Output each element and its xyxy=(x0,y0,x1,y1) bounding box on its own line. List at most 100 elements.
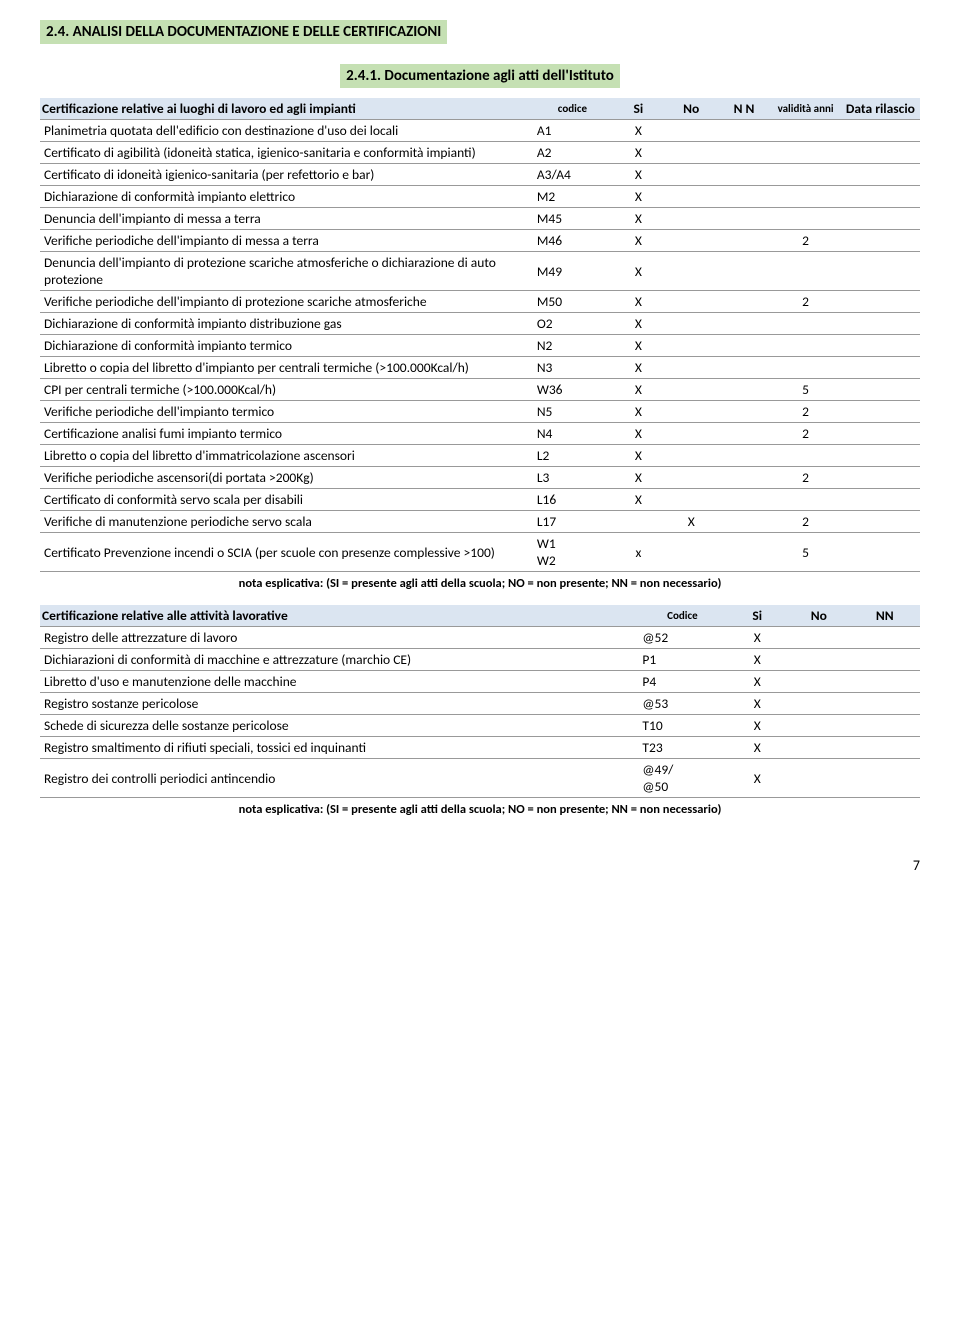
cell-code: @49/@50 xyxy=(638,759,726,798)
cell-si: X xyxy=(612,120,665,142)
cell-desc: Libretto o copia del libretto d'immatric… xyxy=(40,445,533,467)
cell-data xyxy=(841,445,920,467)
cell-data xyxy=(841,120,920,142)
col-si: Si xyxy=(612,98,665,120)
cell-no xyxy=(665,357,718,379)
cell-code: A3/A4 xyxy=(533,164,612,186)
cell-no xyxy=(665,230,718,252)
table-row: Libretto o copia del libretto d'immatric… xyxy=(40,445,920,467)
cell-si: X xyxy=(612,252,665,291)
cell-data xyxy=(841,379,920,401)
cell-no xyxy=(665,252,718,291)
cell-code: L17 xyxy=(533,511,612,533)
cell-code: M2 xyxy=(533,186,612,208)
cell-nn xyxy=(718,252,771,291)
cell-data xyxy=(841,467,920,489)
cell-code: N4 xyxy=(533,423,612,445)
cell-nn xyxy=(850,671,920,693)
cell-no xyxy=(665,313,718,335)
cell-nn xyxy=(850,715,920,737)
cell-nn xyxy=(718,164,771,186)
cell-nn xyxy=(718,489,771,511)
cell-si: X xyxy=(612,401,665,423)
cell-data xyxy=(841,291,920,313)
cell-desc: Certificato di idoneità igienico-sanitar… xyxy=(40,164,533,186)
cell-desc: CPI per centrali termiche (>100.000Kcal/… xyxy=(40,379,533,401)
table1-header: Certificazione relative ai luoghi di lav… xyxy=(40,98,920,120)
cell-no: X xyxy=(665,511,718,533)
cell-val: 2 xyxy=(770,291,840,313)
cell-data xyxy=(841,142,920,164)
cell-data xyxy=(841,489,920,511)
cell-desc: Denuncia dell'impianto di protezione sca… xyxy=(40,252,533,291)
table-row: Registro smaltimento di rifiuti speciali… xyxy=(40,737,920,759)
cell-code: W36 xyxy=(533,379,612,401)
cell-desc: Libretto d'uso e manutenzione delle macc… xyxy=(40,671,638,693)
cell-code: M49 xyxy=(533,252,612,291)
cell-val xyxy=(770,313,840,335)
cell-si: X xyxy=(726,715,788,737)
cell-si: X xyxy=(612,142,665,164)
cell-no xyxy=(788,737,850,759)
cell-desc: Certificato di agibilità (idoneità stati… xyxy=(40,142,533,164)
table-row: CPI per centrali termiche (>100.000Kcal/… xyxy=(40,379,920,401)
cell-code: W1W2 xyxy=(533,533,612,572)
cell-si: X xyxy=(726,671,788,693)
cell-si: X xyxy=(726,627,788,649)
col-code2: Codice xyxy=(638,605,726,627)
section-title: 2.4. ANALISI DELLA DOCUMENTAZIONE E DELL… xyxy=(40,20,447,44)
certifications-table-2: Certificazione relative alle attività la… xyxy=(40,605,920,798)
cell-nn xyxy=(850,737,920,759)
certifications-table-1: Certificazione relative ai luoghi di lav… xyxy=(40,98,920,572)
cell-data xyxy=(841,511,920,533)
cell-nn xyxy=(850,649,920,671)
cell-no xyxy=(788,759,850,798)
cell-desc: Verifiche periodiche dell'impianto di pr… xyxy=(40,291,533,313)
cell-data xyxy=(841,252,920,291)
table-row: Libretto d'uso e manutenzione delle macc… xyxy=(40,671,920,693)
cell-nn xyxy=(718,445,771,467)
cell-no xyxy=(788,693,850,715)
table-row: Denuncia dell'impianto di protezione sca… xyxy=(40,252,920,291)
table-row: Certificazione analisi fumi impianto ter… xyxy=(40,423,920,445)
table-row: Certificato di conformità servo scala pe… xyxy=(40,489,920,511)
cell-code: M46 xyxy=(533,230,612,252)
cell-code: @53 xyxy=(638,693,726,715)
cell-desc: Registro dei controlli periodici antince… xyxy=(40,759,638,798)
cell-val xyxy=(770,142,840,164)
cell-val: 2 xyxy=(770,230,840,252)
cell-code: A2 xyxy=(533,142,612,164)
cell-val xyxy=(770,120,840,142)
cell-nn xyxy=(718,467,771,489)
cell-nn xyxy=(850,759,920,798)
cell-nn xyxy=(718,335,771,357)
cell-val: 2 xyxy=(770,511,840,533)
cell-si: X xyxy=(726,737,788,759)
cell-nn xyxy=(718,186,771,208)
cell-no xyxy=(665,164,718,186)
table-row: Verifiche periodiche dell'impianto di pr… xyxy=(40,291,920,313)
col-nn2: NN xyxy=(850,605,920,627)
cell-desc: Verifiche periodiche dell'impianto di me… xyxy=(40,230,533,252)
cell-desc: Planimetria quotata dell'edificio con de… xyxy=(40,120,533,142)
table-row: Certificato di agibilità (idoneità stati… xyxy=(40,142,920,164)
cell-val xyxy=(770,489,840,511)
cell-nn xyxy=(718,142,771,164)
cell-no xyxy=(665,208,718,230)
cell-si: x xyxy=(612,533,665,572)
cell-nn xyxy=(850,693,920,715)
cell-no xyxy=(665,533,718,572)
cell-code: M50 xyxy=(533,291,612,313)
cell-si: X xyxy=(612,379,665,401)
cell-desc: Registro delle attrezzature di lavoro xyxy=(40,627,638,649)
cell-nn xyxy=(718,423,771,445)
cell-no xyxy=(665,401,718,423)
cell-no xyxy=(665,142,718,164)
cell-desc: Dichiarazione di conformità impianto ele… xyxy=(40,186,533,208)
cell-no xyxy=(788,627,850,649)
cell-data xyxy=(841,186,920,208)
cell-nn xyxy=(718,401,771,423)
cell-data xyxy=(841,533,920,572)
cell-nn xyxy=(718,291,771,313)
cell-code: L3 xyxy=(533,467,612,489)
